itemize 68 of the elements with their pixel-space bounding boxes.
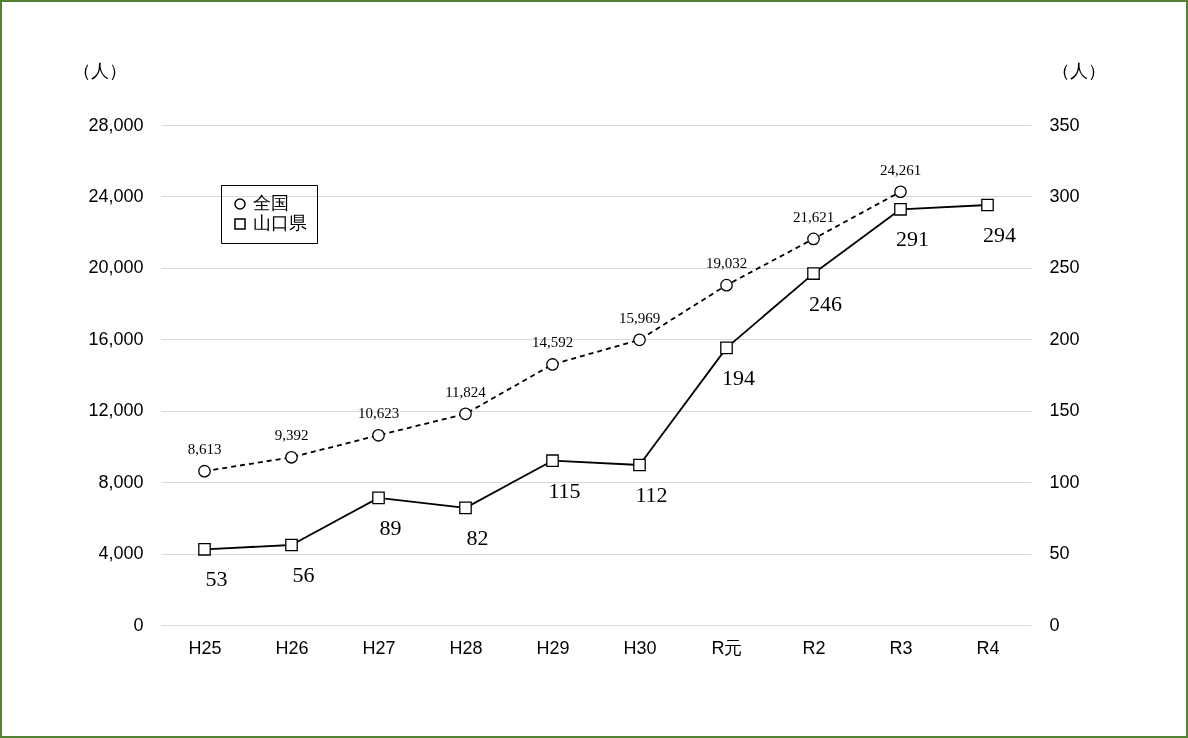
data-label: 194 bbox=[722, 364, 755, 390]
data-label: 14,592 bbox=[531, 334, 574, 351]
y-tick-label: 0 bbox=[133, 614, 144, 635]
y-tick-label: 8,000 bbox=[98, 471, 144, 492]
point bbox=[807, 232, 820, 246]
data-label: 10,623 bbox=[357, 405, 400, 422]
x-tick-label: R3 bbox=[889, 637, 913, 658]
x-tick-label: H27 bbox=[362, 637, 396, 658]
point bbox=[894, 202, 907, 216]
legend-label: 山口県 bbox=[253, 213, 307, 233]
data-label: 19,032 bbox=[705, 255, 748, 272]
point bbox=[546, 358, 559, 371]
point bbox=[546, 454, 559, 468]
y2-tick-label: 200 bbox=[1049, 328, 1080, 349]
point bbox=[372, 428, 385, 442]
x-tick-label: H30 bbox=[623, 637, 657, 658]
data-label: 53 bbox=[205, 566, 228, 592]
y2-axis-title: （人） bbox=[1051, 60, 1106, 81]
data-label: 89 bbox=[379, 514, 402, 540]
data-label: 9,392 bbox=[274, 427, 309, 444]
y-tick-label: 20,000 bbox=[88, 257, 144, 278]
point bbox=[720, 278, 733, 292]
y-tick-label: 24,000 bbox=[88, 185, 144, 206]
point bbox=[372, 491, 385, 505]
x-tick-label: H29 bbox=[536, 637, 570, 658]
x-tick-label: R元 bbox=[711, 637, 743, 658]
y-tick-label: 12,000 bbox=[88, 400, 144, 421]
point bbox=[285, 538, 298, 552]
point bbox=[807, 267, 820, 280]
data-label: 112 bbox=[635, 482, 668, 507]
y2-tick-label: 0 bbox=[1049, 614, 1060, 635]
data-label: 15,969 bbox=[618, 309, 661, 326]
point bbox=[633, 333, 646, 347]
y2-tick-label: 150 bbox=[1049, 400, 1080, 421]
y2-tick-label: 300 bbox=[1049, 185, 1080, 206]
x-tick-label: H26 bbox=[275, 637, 309, 658]
point bbox=[459, 407, 472, 421]
data-label: 82 bbox=[466, 524, 489, 550]
y-tick-label: 4,000 bbox=[98, 543, 144, 564]
data-label: 21,621 bbox=[792, 208, 835, 225]
point bbox=[633, 458, 646, 472]
point bbox=[198, 464, 211, 478]
data-label: 24,261 bbox=[879, 161, 922, 178]
data-label: 115 bbox=[548, 477, 581, 503]
data-label: 246 bbox=[809, 290, 842, 316]
y2-tick-label: 100 bbox=[1049, 471, 1080, 492]
data-label: 291 bbox=[896, 226, 929, 252]
data-label: 294 bbox=[983, 222, 1016, 247]
point bbox=[894, 185, 907, 199]
point bbox=[285, 450, 298, 464]
point bbox=[459, 501, 472, 515]
x-tick-label: R4 bbox=[976, 637, 1000, 658]
data-label: 8,613 bbox=[187, 441, 222, 458]
point bbox=[981, 198, 994, 212]
y2-tick-label: 350 bbox=[1049, 114, 1080, 135]
y-tick-label: 28,000 bbox=[88, 114, 144, 135]
y-tick-label: 16,000 bbox=[88, 328, 144, 349]
data-label: 11,824 bbox=[445, 383, 487, 400]
y-axis-title: （人） bbox=[72, 60, 127, 81]
x-tick-label: R2 bbox=[802, 637, 826, 658]
legend-label: 全国 bbox=[253, 193, 289, 213]
point bbox=[198, 542, 211, 556]
y2-tick-label: 250 bbox=[1049, 257, 1080, 278]
y2-tick-label: 50 bbox=[1049, 543, 1070, 564]
x-tick-label: H28 bbox=[449, 637, 483, 658]
x-tick-label: H25 bbox=[188, 637, 222, 658]
point bbox=[720, 341, 733, 355]
data-label: 56 bbox=[292, 562, 315, 587]
